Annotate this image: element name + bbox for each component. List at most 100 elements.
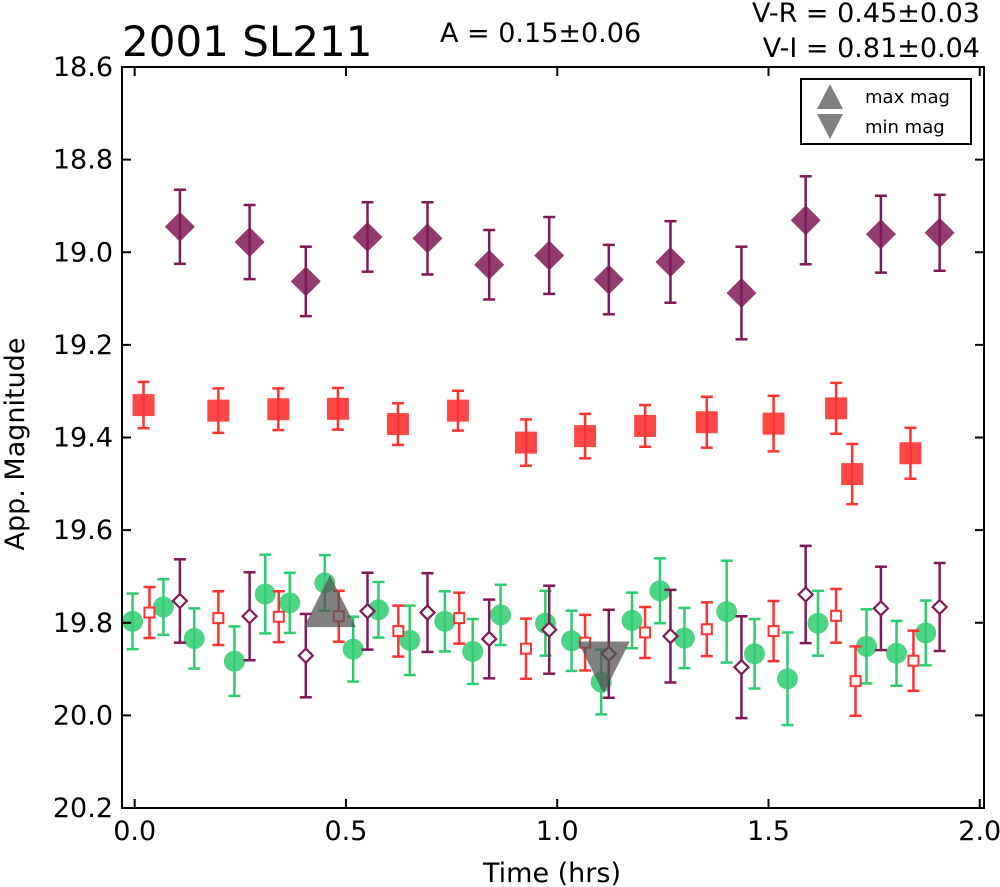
data-point xyxy=(924,217,955,248)
y-tick-label: 19.4 xyxy=(53,423,113,454)
data-point xyxy=(254,583,276,605)
y-tick-label: 18.8 xyxy=(53,145,113,176)
y-tick-label: 19.2 xyxy=(53,330,113,361)
data-point xyxy=(352,221,383,252)
data-point xyxy=(574,425,597,448)
data-point xyxy=(234,227,265,258)
data-point xyxy=(649,580,671,602)
data-point xyxy=(171,592,189,610)
data-point xyxy=(207,399,230,422)
y-tick-label: 19.0 xyxy=(53,237,113,268)
data-point xyxy=(767,625,780,638)
data-point xyxy=(143,606,156,619)
data-point xyxy=(915,622,937,644)
data-point xyxy=(267,398,290,421)
y-tick-label: 20.0 xyxy=(53,700,113,731)
chart-title: 2001 SL211 xyxy=(122,17,372,66)
data-point xyxy=(279,592,301,614)
data-point xyxy=(386,413,409,436)
data-point xyxy=(899,442,922,465)
data-point xyxy=(392,625,405,638)
y-tick-label: 19.6 xyxy=(53,515,113,546)
data-point xyxy=(797,585,815,604)
data-point xyxy=(825,397,848,420)
data-point xyxy=(661,627,680,645)
legend-max-mag-marker xyxy=(817,84,843,109)
data-point xyxy=(931,598,949,616)
data-point xyxy=(577,641,630,694)
data-point xyxy=(841,463,864,486)
data-point xyxy=(561,630,583,652)
color-index-vi: V-I = 0.81±0.04 xyxy=(763,33,980,64)
data-point xyxy=(453,612,466,625)
color-index-vr: V-R = 0.45±0.03 xyxy=(752,0,980,29)
data-point xyxy=(519,642,532,655)
x-axis-label: Time (hrs) xyxy=(482,858,621,887)
data-point xyxy=(223,650,245,672)
data-point xyxy=(726,278,757,309)
x-tick-label: 1.5 xyxy=(747,816,790,847)
data-point xyxy=(297,647,315,665)
data-point xyxy=(762,412,785,435)
data-point xyxy=(462,640,484,662)
axis-ticks: 0.0 0.5 1.0 1.5 2.0 18.6 18.8 19.0 19.2 19.4 19.6 1… xyxy=(53,52,1000,847)
data-point xyxy=(474,249,505,280)
x-tick-label: 0.5 xyxy=(324,816,367,847)
data-point xyxy=(732,658,751,676)
data-point xyxy=(164,211,195,242)
data-point xyxy=(183,627,205,649)
data-point xyxy=(655,246,686,277)
data-point xyxy=(490,604,512,626)
data-point xyxy=(534,240,565,271)
data-point xyxy=(830,609,843,622)
data-point xyxy=(695,411,718,434)
data-point xyxy=(886,642,908,664)
data-point xyxy=(634,414,657,437)
data-point xyxy=(790,205,821,236)
data-point xyxy=(272,610,285,623)
data-point xyxy=(872,599,890,617)
data-point xyxy=(434,610,456,632)
plot-marks xyxy=(122,175,955,727)
data-point xyxy=(849,675,862,688)
data-point xyxy=(700,623,713,636)
x-tick-label: 1.0 xyxy=(536,816,579,847)
data-point xyxy=(342,638,364,660)
x-tick-label: 0.0 xyxy=(113,816,156,847)
data-point xyxy=(418,604,437,622)
y-tick-label: 19.8 xyxy=(53,608,113,639)
data-point xyxy=(241,607,259,625)
data-point xyxy=(358,602,377,620)
data-point xyxy=(744,643,766,665)
data-point xyxy=(540,621,558,639)
data-point xyxy=(132,394,155,417)
data-point xyxy=(367,599,389,621)
y-axis-label: App. Magnitude xyxy=(0,338,31,551)
data-point xyxy=(807,612,829,634)
data-point xyxy=(673,627,695,649)
data-point xyxy=(907,654,920,667)
y-tick-label: 18.6 xyxy=(53,52,113,83)
data-point xyxy=(212,612,225,625)
data-point xyxy=(412,223,443,254)
y-tick-label: 20.2 xyxy=(53,793,113,824)
data-point xyxy=(152,596,174,618)
data-point xyxy=(303,575,356,628)
legend-min-mag-marker xyxy=(817,114,843,139)
legend-max-mag-label: max mag xyxy=(865,87,950,108)
data-point xyxy=(639,626,652,639)
data-point xyxy=(480,630,498,648)
data-point xyxy=(399,629,421,651)
data-point xyxy=(593,264,624,295)
data-point xyxy=(514,431,537,454)
data-point xyxy=(621,609,643,631)
data-point xyxy=(122,610,144,632)
data-point xyxy=(326,397,349,420)
data-point xyxy=(290,266,321,297)
legend-min-mag-label: min mag xyxy=(865,117,945,138)
data-point xyxy=(716,601,738,623)
data-point xyxy=(777,668,799,690)
x-tick-label: 2.0 xyxy=(958,816,1000,847)
data-point xyxy=(856,635,878,657)
